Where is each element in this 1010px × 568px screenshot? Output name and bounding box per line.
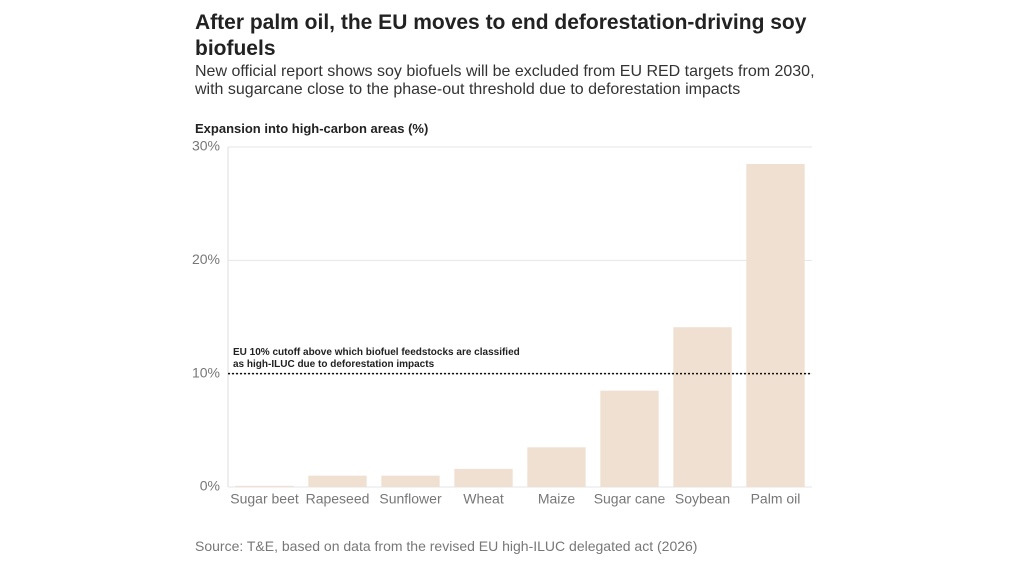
threshold-annotation: EU 10% cutoff above which biofuel feedst… [233,347,520,370]
bar [454,468,513,487]
bar [746,164,805,487]
y-axis-label: Expansion into high-carbon areas (%) [195,121,429,136]
bar [600,390,659,487]
source: Source: T&E, based on data from the revi… [195,538,698,554]
y-tick-label: 30% [192,138,220,154]
x-tick-label: Maize [538,491,576,507]
x-tick-label: Rapeseed [306,491,370,507]
x-tick-label: Soybean [675,491,730,507]
bar [527,447,586,487]
x-tick-label: Wheat [463,491,504,507]
bar [381,475,440,487]
x-tick-label: Sugar cane [594,491,666,507]
bar [235,485,294,487]
chart-title: After palm oil, the EU moves to end defo… [195,11,807,60]
bar [673,327,732,487]
x-tick-label: Sugar beet [230,491,299,507]
y-tick-label: 0% [200,478,220,494]
y-tick-label: 10% [192,364,220,380]
x-tick-label: Palm oil [751,491,801,507]
x-tick-label: Sunflower [379,491,442,507]
bar [308,475,367,487]
chart-subtitle: New official report shows soy biofuels w… [195,63,815,98]
y-tick-label: 20% [192,251,220,267]
